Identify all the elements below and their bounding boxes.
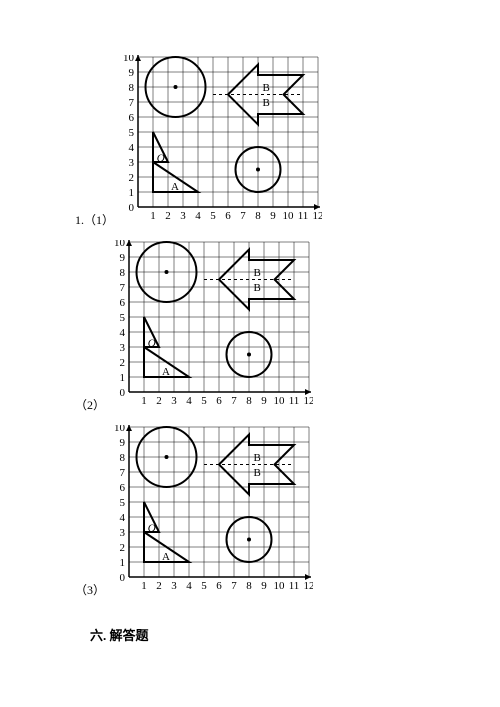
svg-text:9: 9 bbox=[270, 210, 276, 222]
svg-text:1: 1 bbox=[150, 210, 156, 222]
figure-3-label: （3） bbox=[75, 581, 105, 598]
svg-text:6: 6 bbox=[120, 297, 126, 309]
svg-text:7: 7 bbox=[231, 580, 237, 592]
svg-text:7: 7 bbox=[120, 467, 126, 479]
svg-text:12: 12 bbox=[304, 580, 314, 592]
figure-1-label: 1.（1） bbox=[75, 211, 114, 228]
svg-text:2: 2 bbox=[156, 580, 162, 592]
svg-text:7: 7 bbox=[129, 97, 135, 109]
svg-text:4: 4 bbox=[129, 142, 135, 154]
svg-text:A: A bbox=[162, 366, 170, 378]
svg-text:A: A bbox=[171, 181, 179, 193]
svg-text:1: 1 bbox=[129, 187, 135, 199]
svg-text:B: B bbox=[254, 452, 261, 464]
svg-text:10: 10 bbox=[283, 210, 295, 222]
figure-3: （3） 012345678910123456789101112OABB bbox=[75, 425, 313, 602]
svg-text:2: 2 bbox=[156, 395, 162, 407]
svg-text:B: B bbox=[263, 82, 270, 94]
svg-text:8: 8 bbox=[246, 580, 252, 592]
svg-text:4: 4 bbox=[186, 395, 192, 407]
svg-text:9: 9 bbox=[120, 252, 126, 264]
svg-text:1: 1 bbox=[120, 557, 126, 569]
svg-text:6: 6 bbox=[216, 580, 222, 592]
figure-2-chart: 012345678910123456789101112OABB bbox=[109, 240, 313, 417]
svg-text:9: 9 bbox=[261, 580, 267, 592]
svg-text:4: 4 bbox=[120, 512, 126, 524]
svg-text:1: 1 bbox=[120, 372, 126, 384]
figure-2: （2） 012345678910123456789101112OABB bbox=[75, 240, 313, 417]
svg-text:8: 8 bbox=[255, 210, 261, 222]
svg-text:10: 10 bbox=[274, 395, 286, 407]
svg-text:0: 0 bbox=[120, 387, 126, 399]
svg-text:7: 7 bbox=[120, 282, 126, 294]
svg-text:1: 1 bbox=[141, 580, 147, 592]
figure-1-chart: 012345678910123456789101112OABB bbox=[118, 55, 322, 232]
svg-text:5: 5 bbox=[201, 580, 207, 592]
svg-text:12: 12 bbox=[313, 210, 323, 222]
svg-text:11: 11 bbox=[298, 210, 309, 222]
svg-text:12: 12 bbox=[304, 395, 314, 407]
svg-text:4: 4 bbox=[120, 327, 126, 339]
svg-text:8: 8 bbox=[120, 267, 126, 279]
svg-text:O: O bbox=[148, 523, 156, 535]
svg-text:0: 0 bbox=[120, 572, 126, 584]
figure-3-chart: 012345678910123456789101112OABB bbox=[109, 425, 313, 602]
svg-text:10: 10 bbox=[114, 240, 126, 249]
svg-text:7: 7 bbox=[231, 395, 237, 407]
svg-text:7: 7 bbox=[240, 210, 246, 222]
svg-text:8: 8 bbox=[120, 452, 126, 464]
svg-text:8: 8 bbox=[129, 82, 135, 94]
svg-text:3: 3 bbox=[129, 157, 135, 169]
svg-text:4: 4 bbox=[186, 580, 192, 592]
svg-text:B: B bbox=[254, 467, 261, 479]
svg-text:5: 5 bbox=[129, 127, 135, 139]
svg-text:9: 9 bbox=[120, 437, 126, 449]
svg-text:B: B bbox=[263, 97, 270, 109]
svg-text:A: A bbox=[162, 551, 170, 563]
svg-text:5: 5 bbox=[210, 210, 216, 222]
svg-text:10: 10 bbox=[274, 580, 286, 592]
svg-text:6: 6 bbox=[216, 395, 222, 407]
svg-text:3: 3 bbox=[171, 580, 177, 592]
svg-text:3: 3 bbox=[120, 527, 126, 539]
svg-text:2: 2 bbox=[120, 542, 126, 554]
figure-1: 1.（1） 012345678910123456789101112OABB bbox=[75, 55, 322, 232]
section-heading: 六. 解答题 bbox=[90, 625, 149, 644]
svg-text:0: 0 bbox=[129, 202, 135, 214]
svg-text:2: 2 bbox=[120, 357, 126, 369]
svg-text:8: 8 bbox=[246, 395, 252, 407]
svg-text:O: O bbox=[148, 338, 156, 350]
svg-text:4: 4 bbox=[195, 210, 201, 222]
svg-text:10: 10 bbox=[123, 55, 135, 64]
svg-text:11: 11 bbox=[289, 395, 300, 407]
svg-text:6: 6 bbox=[225, 210, 231, 222]
svg-text:2: 2 bbox=[129, 172, 135, 184]
svg-text:3: 3 bbox=[171, 395, 177, 407]
svg-text:6: 6 bbox=[129, 112, 135, 124]
svg-text:6: 6 bbox=[120, 482, 126, 494]
svg-text:2: 2 bbox=[165, 210, 171, 222]
svg-text:9: 9 bbox=[261, 395, 267, 407]
svg-text:B: B bbox=[254, 267, 261, 279]
svg-text:5: 5 bbox=[120, 497, 126, 509]
svg-text:10: 10 bbox=[114, 425, 126, 434]
svg-text:O: O bbox=[157, 153, 165, 165]
svg-text:5: 5 bbox=[201, 395, 207, 407]
svg-text:B: B bbox=[254, 282, 261, 294]
svg-text:9: 9 bbox=[129, 67, 135, 79]
figure-2-label: （2） bbox=[75, 396, 105, 413]
svg-text:5: 5 bbox=[120, 312, 126, 324]
svg-text:3: 3 bbox=[120, 342, 126, 354]
svg-text:3: 3 bbox=[180, 210, 186, 222]
svg-text:11: 11 bbox=[289, 580, 300, 592]
svg-text:1: 1 bbox=[141, 395, 147, 407]
